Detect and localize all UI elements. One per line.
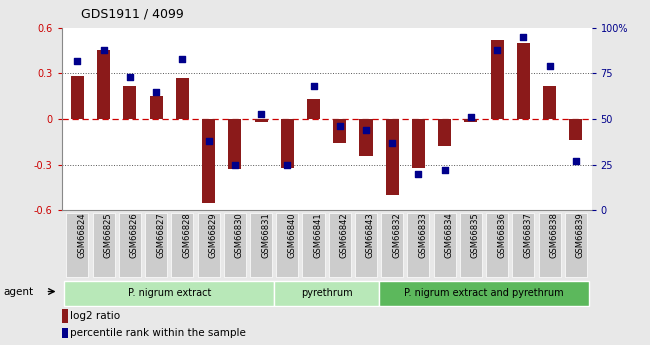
FancyBboxPatch shape xyxy=(198,213,220,277)
FancyBboxPatch shape xyxy=(381,213,403,277)
FancyBboxPatch shape xyxy=(355,213,377,277)
FancyBboxPatch shape xyxy=(434,213,456,277)
FancyBboxPatch shape xyxy=(250,213,272,277)
Point xyxy=(544,63,554,69)
FancyBboxPatch shape xyxy=(408,213,430,277)
Bar xyxy=(438,119,451,146)
Text: P. nigrum extract: P. nigrum extract xyxy=(127,288,211,298)
Point xyxy=(361,127,371,133)
Point xyxy=(282,162,293,167)
Text: GSM66841: GSM66841 xyxy=(313,213,322,258)
Point xyxy=(571,158,581,164)
Bar xyxy=(307,99,320,119)
Point xyxy=(465,115,476,120)
Point xyxy=(308,83,318,89)
Bar xyxy=(124,86,136,119)
FancyBboxPatch shape xyxy=(145,213,167,277)
Text: GSM66843: GSM66843 xyxy=(366,213,375,258)
FancyBboxPatch shape xyxy=(379,281,589,306)
Text: GSM66834: GSM66834 xyxy=(445,213,454,258)
Point xyxy=(492,47,502,52)
Text: GSM66828: GSM66828 xyxy=(183,213,191,258)
FancyBboxPatch shape xyxy=(538,213,560,277)
Text: GSM66842: GSM66842 xyxy=(340,213,349,258)
Point xyxy=(518,34,528,39)
Text: GSM66838: GSM66838 xyxy=(549,213,558,258)
Text: percentile rank within the sample: percentile rank within the sample xyxy=(70,328,246,338)
FancyBboxPatch shape xyxy=(329,213,351,277)
Bar xyxy=(150,96,162,119)
FancyBboxPatch shape xyxy=(119,213,141,277)
Bar xyxy=(62,309,68,323)
Bar xyxy=(97,50,110,119)
FancyBboxPatch shape xyxy=(460,213,482,277)
Point xyxy=(413,171,424,177)
Text: pyrethrum: pyrethrum xyxy=(301,288,352,298)
FancyBboxPatch shape xyxy=(302,213,324,277)
Text: GSM66839: GSM66839 xyxy=(576,213,585,258)
Point xyxy=(439,167,450,173)
Bar xyxy=(62,328,68,338)
FancyBboxPatch shape xyxy=(93,213,114,277)
Text: GSM66830: GSM66830 xyxy=(235,213,244,258)
FancyBboxPatch shape xyxy=(64,281,274,306)
Text: GSM66833: GSM66833 xyxy=(419,213,428,258)
Point xyxy=(151,89,161,94)
Text: GSM66832: GSM66832 xyxy=(392,213,401,258)
FancyBboxPatch shape xyxy=(274,281,379,306)
FancyBboxPatch shape xyxy=(172,213,194,277)
Bar xyxy=(281,119,294,168)
FancyBboxPatch shape xyxy=(486,213,508,277)
FancyBboxPatch shape xyxy=(66,213,88,277)
Text: GSM66826: GSM66826 xyxy=(130,213,139,258)
Bar xyxy=(333,119,346,144)
Bar xyxy=(569,119,582,140)
Text: P. nigrum extract and pyrethrum: P. nigrum extract and pyrethrum xyxy=(404,288,564,298)
Bar xyxy=(176,78,189,119)
Text: GSM66837: GSM66837 xyxy=(523,213,532,258)
Bar xyxy=(464,119,477,122)
Text: GSM66825: GSM66825 xyxy=(104,213,112,258)
Bar xyxy=(517,43,530,119)
Point xyxy=(99,47,109,52)
Point xyxy=(125,74,135,80)
Text: GSM66836: GSM66836 xyxy=(497,213,506,258)
Bar xyxy=(228,119,241,169)
Text: GSM66829: GSM66829 xyxy=(209,213,218,258)
Bar xyxy=(71,76,84,119)
Text: GSM66827: GSM66827 xyxy=(156,213,165,258)
Bar xyxy=(491,40,504,119)
Point xyxy=(72,58,83,63)
Point xyxy=(203,138,214,144)
Bar xyxy=(255,119,268,122)
Text: GSM66824: GSM66824 xyxy=(77,213,86,258)
Point xyxy=(229,162,240,167)
Bar xyxy=(412,119,425,168)
Point xyxy=(335,124,345,129)
Point xyxy=(256,111,266,116)
Bar xyxy=(202,119,215,203)
FancyBboxPatch shape xyxy=(276,213,298,277)
Bar xyxy=(359,119,372,156)
Bar xyxy=(385,119,398,195)
Text: GDS1911 / 4099: GDS1911 / 4099 xyxy=(81,8,184,21)
Text: agent: agent xyxy=(3,287,33,296)
Text: log2 ratio: log2 ratio xyxy=(70,311,120,321)
Text: GSM66840: GSM66840 xyxy=(287,213,296,258)
FancyBboxPatch shape xyxy=(224,213,246,277)
Text: GSM66831: GSM66831 xyxy=(261,213,270,258)
FancyBboxPatch shape xyxy=(565,213,587,277)
Point xyxy=(387,140,397,146)
FancyBboxPatch shape xyxy=(512,213,534,277)
Point xyxy=(177,56,188,61)
Text: GSM66835: GSM66835 xyxy=(471,213,480,258)
Bar xyxy=(543,86,556,119)
